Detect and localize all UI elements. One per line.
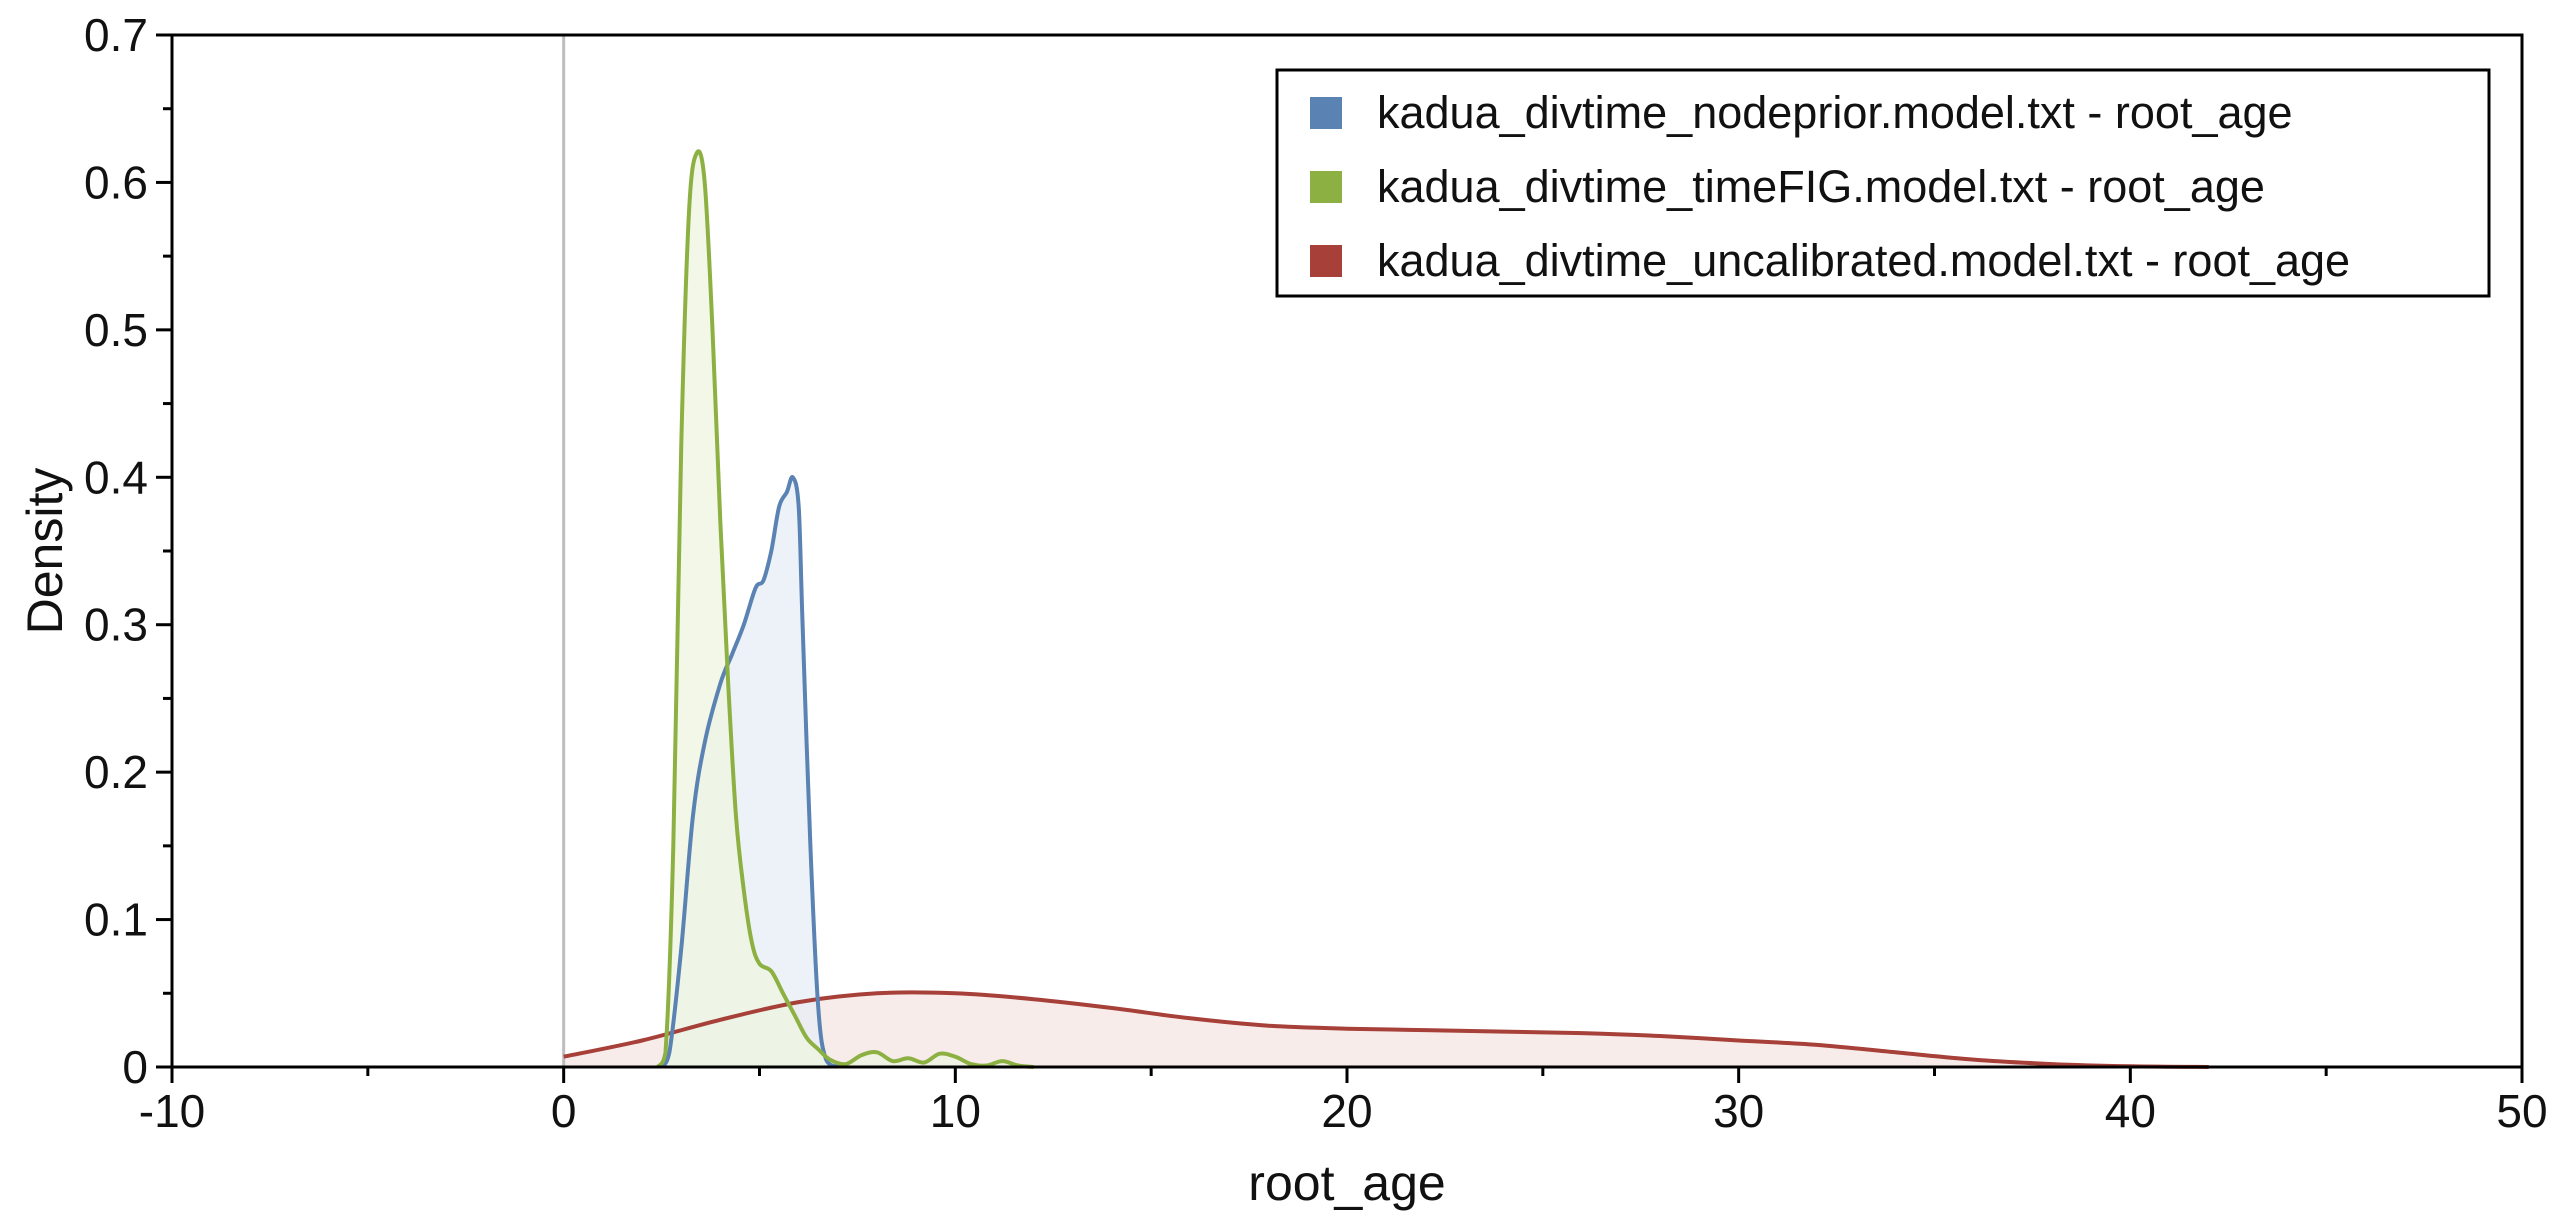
legend-swatch [1310,245,1342,277]
x-tick-label: 40 [2105,1085,2156,1137]
x-tick-label: 0 [551,1085,577,1137]
series-area-1 [657,151,1034,1067]
legend-label: kadua_divtime_timeFIG.model.txt - root_a… [1377,161,2265,212]
y-tick-label: 0.3 [84,599,148,651]
legend-label: kadua_divtime_uncalibrated.model.txt - r… [1377,235,2350,286]
y-tick-label: 0 [122,1041,148,1093]
x-axis-title: root_age [1248,1155,1445,1211]
legend-swatch [1310,97,1342,129]
y-tick-label: 0.5 [84,304,148,356]
legend-swatch [1310,171,1342,203]
legend-items: kadua_divtime_nodeprior.model.txt - root… [1310,87,2350,286]
x-tick-label: 50 [2496,1085,2547,1137]
y-tick-label: 0.1 [84,894,148,946]
y-tick-label: 0.7 [84,9,148,61]
x-tick-label: 20 [1321,1085,1372,1137]
x-tick-label: 10 [930,1085,981,1137]
y-tick-label: 0.2 [84,746,148,798]
series-line-2 [563,990,2209,1069]
x-tick-label: -10 [139,1085,205,1137]
legend-box [1275,68,2491,298]
series-line-1 [655,149,1034,1069]
x-tick-label: 30 [1713,1085,1764,1137]
legend: kadua_divtime_nodeprior.model.txt - root… [1275,68,2491,298]
legend-label: kadua_divtime_nodeprior.model.txt - root… [1377,87,2293,138]
y-tick-label: 0.6 [84,156,148,208]
y-axis-title: Density [17,468,73,635]
y-tick-label: 0.4 [84,451,148,503]
series-line-0 [659,475,839,1069]
series-lines [563,149,2209,1069]
